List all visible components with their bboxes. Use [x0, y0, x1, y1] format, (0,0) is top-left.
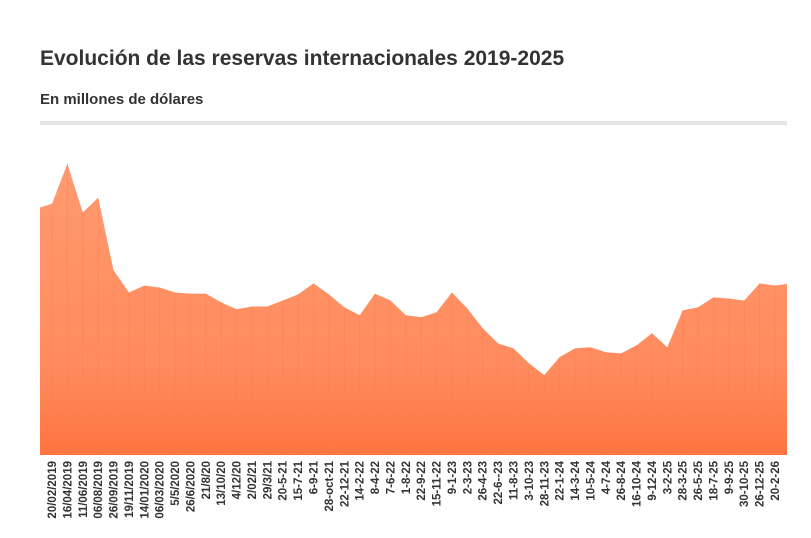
x-tick-label: 26/09/2019: [109, 461, 121, 519]
x-tick-label: 26-4-23: [478, 461, 490, 501]
x-tick-label: 9-9-25: [724, 460, 736, 494]
x-tick-label: 22-12-21: [339, 460, 351, 507]
x-tick-label: 5/5/2020: [170, 461, 182, 506]
chart-title: Evolución de las reservas internacionale…: [40, 47, 565, 70]
x-tick-label: 6-9-21: [309, 460, 321, 494]
chart-subtitle: En millones de dólares: [40, 91, 204, 108]
x-tick-label: 29/3/21: [262, 460, 274, 499]
x-tick-label: 30-10-25: [739, 460, 751, 507]
x-tick-label: 26/6/2020: [185, 461, 197, 512]
x-tick-label: 8-4-22: [370, 461, 382, 494]
x-tick-label: 28-3-25: [678, 460, 690, 500]
x-tick-label: 1-8-22: [401, 461, 413, 494]
x-tick-label: 15-7-21: [293, 460, 305, 500]
x-tick-label: 3-2-25: [662, 460, 674, 494]
x-tick-label: 11/06/2019: [78, 461, 90, 518]
x-tick-label: 9-12-24: [647, 460, 659, 500]
x-tick-label: 20/02/2019: [47, 461, 59, 519]
x-tick-label: 7-6-22: [385, 461, 397, 494]
x-tick-label: 26-5-25: [693, 460, 705, 500]
x-tick-label: 20-5-21: [278, 460, 290, 500]
x-tick-label: 10-5-24: [585, 460, 597, 500]
x-tick-label: 26-8-24: [616, 460, 628, 500]
header-divider: [40, 121, 787, 125]
x-tick-label: 4/12/20: [232, 461, 244, 499]
x-tick-label: 4-7-24: [601, 460, 613, 494]
x-tick-label: 26-12-25: [755, 460, 767, 507]
x-tick-label: 19/11/2019: [124, 461, 136, 518]
x-tick-label: 06/03/2020: [155, 461, 167, 519]
x-tick-label: 22-9-22: [416, 461, 428, 501]
x-tick-label: 13/10/20: [216, 461, 228, 506]
x-tick-label: 9-1-23: [447, 461, 459, 494]
x-tick-label: 2/02/21: [247, 460, 259, 499]
area-series: [40, 163, 787, 455]
x-tick-label: 28-11-23: [539, 461, 551, 506]
x-tick-label: 20-2-26: [770, 461, 782, 501]
x-tick-label: 2-3-23: [462, 461, 474, 494]
x-tick-label: 22-1-24: [555, 460, 567, 500]
x-tick-label: 06/08/2019: [93, 461, 105, 519]
x-tick-label: 14/01/2020: [139, 461, 151, 519]
x-tick-label: 21/8/20: [201, 461, 213, 499]
x-tick-label: 3-10-23: [524, 461, 536, 501]
x-tick-label: 16-10-24: [632, 460, 644, 507]
x-tick-label: 18-7-25: [708, 460, 720, 500]
x-tick-label: 16/04/2019: [62, 461, 74, 519]
x-tick-label: 28-oct-21: [324, 460, 336, 511]
x-tick-label: 22-6--23: [493, 461, 505, 504]
x-tick-label: 14-3-24: [570, 460, 582, 500]
x-tick-label: 11-8-23: [508, 461, 520, 500]
x-tick-label: 15-11-22: [432, 461, 444, 506]
x-tick-label: 14-2-22: [355, 461, 367, 501]
